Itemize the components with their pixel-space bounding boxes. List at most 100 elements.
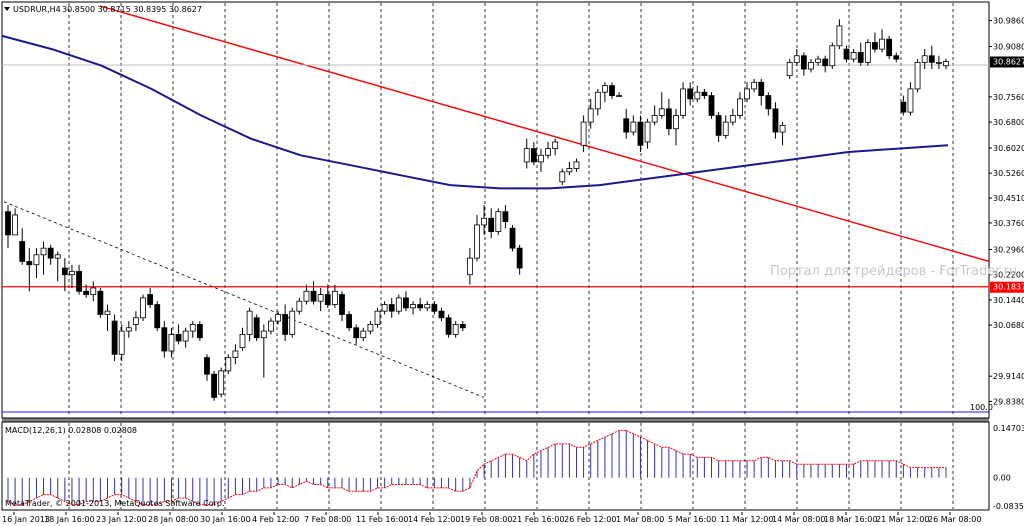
bull-candle xyxy=(836,25,843,47)
dashed-trendline xyxy=(3,201,485,398)
time-tick-label: 26 Feb 12:00 xyxy=(564,515,616,524)
bear-candle xyxy=(47,247,54,259)
bear-candle xyxy=(857,52,864,63)
bull-candle xyxy=(104,310,111,315)
bear-candle xyxy=(388,304,395,312)
bull-candle xyxy=(189,324,196,332)
macd-panel-frame[interactable] xyxy=(1,421,990,511)
bull-candle xyxy=(793,55,800,63)
bear-candle xyxy=(886,38,893,57)
bull-candle xyxy=(829,45,836,67)
macd-histogram: 0.14703 0.00 -0.08357 xyxy=(7,424,1024,511)
bull-candle xyxy=(879,38,885,50)
bull-candle xyxy=(232,350,239,359)
bull-candle xyxy=(466,257,473,276)
bear-candle xyxy=(76,270,82,292)
bull-candle xyxy=(452,324,459,335)
bear-candle xyxy=(19,241,26,262)
bull-candle xyxy=(395,297,402,312)
bear-candle xyxy=(204,357,210,375)
bear-candle xyxy=(665,108,672,130)
bull-candle xyxy=(751,81,758,90)
bull-candle xyxy=(779,125,786,133)
bull-candle xyxy=(744,88,750,100)
bear-candle xyxy=(623,118,630,133)
bear-candle xyxy=(800,55,807,70)
bull-candle xyxy=(644,121,651,143)
bull-candle xyxy=(168,333,175,352)
bear-candle xyxy=(701,91,708,96)
price-tick-label: 30.2200 xyxy=(993,271,1024,280)
bull-candle xyxy=(182,330,189,342)
bull-candle xyxy=(573,161,580,169)
red-trendline xyxy=(99,5,990,263)
time-tick-label: 11 Feb 16:00 xyxy=(356,515,408,524)
bull-candle xyxy=(225,357,232,372)
time-tick-label: 28 Jan 08:00 xyxy=(148,515,199,524)
bull-candle xyxy=(737,98,743,116)
bull-candle xyxy=(808,61,814,70)
symbol-header: USDRUR,H4 30.8500 30.8715 30.8395 30.862… xyxy=(4,5,202,14)
bull-candle xyxy=(260,330,267,339)
bull-candle xyxy=(12,214,19,236)
bear-candle xyxy=(758,81,765,96)
bear-candle xyxy=(708,95,715,116)
bull-candle xyxy=(616,95,623,97)
bull-candle xyxy=(729,115,736,123)
bear-candle xyxy=(502,211,509,223)
bull-candle xyxy=(680,88,686,116)
time-tick-label: 4 Feb 12:00 xyxy=(252,515,299,524)
main-chart-frame[interactable] xyxy=(1,1,990,419)
bear-candle xyxy=(111,320,118,355)
bull-candle xyxy=(552,141,559,150)
bull-candle xyxy=(133,317,139,325)
bull-candle xyxy=(694,91,701,100)
bear-candle xyxy=(715,115,722,136)
bull-candle xyxy=(538,154,544,163)
time-tick-label: 1 Mar 08:00 xyxy=(616,515,664,524)
bull-candle xyxy=(602,85,608,93)
bull-candle xyxy=(580,121,587,146)
bear-candle xyxy=(765,95,772,110)
copyright-text: MetaTrader, © 2001-2013, MetaQuotes Soft… xyxy=(5,499,224,508)
bull-candle xyxy=(921,55,928,63)
bull-candle xyxy=(40,247,47,256)
bear-candle xyxy=(928,55,935,63)
bear-candle xyxy=(772,108,779,133)
bull-candle xyxy=(658,108,665,116)
price-axis: 30.9860 30.9080 30.7560 30.6800 30.6020 30.52… xyxy=(989,17,1024,406)
bull-candle xyxy=(289,310,296,335)
bear-candle xyxy=(459,324,466,329)
bear-candle xyxy=(211,373,217,398)
bull-candle xyxy=(630,121,637,133)
time-tick-label: 19 Feb 08:00 xyxy=(460,515,512,524)
bull-candle xyxy=(90,287,97,295)
time-tick-label: 14 Mar 08:00 xyxy=(772,515,825,524)
bull-candle xyxy=(914,61,921,90)
bull-candle xyxy=(381,304,388,312)
bull-candle xyxy=(33,254,40,266)
bull-candle xyxy=(218,370,225,395)
bull-candle xyxy=(673,115,679,130)
price-tick-label: 30.3760 xyxy=(993,219,1024,228)
bull-candle xyxy=(523,148,530,163)
bear-candle xyxy=(5,211,11,236)
bear-candle xyxy=(637,121,644,146)
bull-candle xyxy=(246,310,253,335)
bear-candle xyxy=(282,314,289,335)
bear-candle xyxy=(196,324,203,339)
bull-candle xyxy=(367,324,374,332)
dropdown-triangle-icon[interactable] xyxy=(4,7,10,11)
bear-candle xyxy=(530,148,537,163)
bull-candle xyxy=(481,217,488,226)
macd-axis-label: 0.14703 xyxy=(993,424,1024,433)
bull-candle xyxy=(296,300,303,312)
bear-candle xyxy=(403,297,409,309)
time-tick-label: 26 Mar 08:00 xyxy=(928,515,981,524)
bull-candle xyxy=(495,211,502,232)
bear-candle xyxy=(175,333,182,342)
bear-candle xyxy=(516,247,523,269)
bull-candle xyxy=(935,61,942,64)
bull-candle xyxy=(118,330,125,355)
